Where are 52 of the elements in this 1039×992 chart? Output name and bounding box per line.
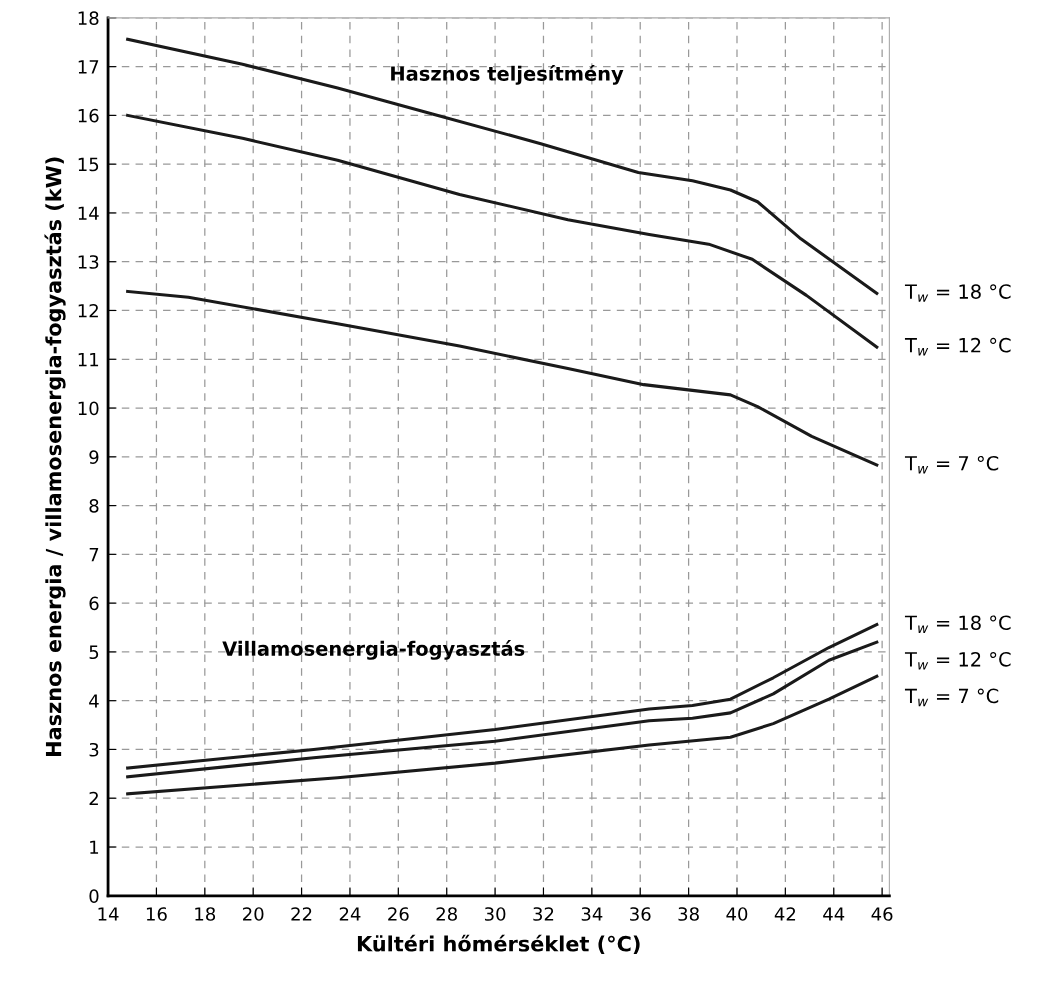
series-label: T$_{w}$ = 7 °C — [904, 455, 999, 474]
x-tick-label: 46 — [871, 907, 893, 921]
y-tick-label: 13 — [78, 255, 99, 269]
x-tick-label: 18 — [195, 907, 216, 921]
x-tick-label: 34 — [581, 907, 603, 921]
line-series — [126, 289, 879, 467]
x-tick-label: 28 — [436, 907, 457, 921]
x-tick-label: 30 — [484, 907, 506, 921]
x-tick-label: 24 — [339, 907, 361, 921]
y-axis-title: Hasznos energia / villamosenergia-fogyasztás (kW) — [44, 157, 66, 756]
y-tick-label: 10 — [78, 401, 99, 416]
line-series — [126, 113, 879, 349]
y-tick-label: 0 — [89, 889, 99, 903]
y-tick-label: 9 — [89, 450, 99, 464]
x-tick-label: 16 — [146, 907, 167, 921]
line-series — [126, 640, 879, 779]
y-tick-label: 16 — [78, 108, 99, 123]
series-label: T$_{w}$ = 18 °C — [904, 615, 1011, 633]
line-series — [126, 674, 879, 796]
x-tick-label: 44 — [823, 907, 845, 921]
y-tick-label: 2 — [89, 791, 98, 806]
x-axis-title: Kültéri hőmérséklet (°C) — [357, 934, 640, 955]
line-series — [126, 623, 879, 770]
y-tick-label: 14 — [78, 206, 99, 220]
y-tick-label: 7 — [89, 548, 99, 562]
series-label: T$_{w}$ = 12 °C — [904, 337, 1011, 356]
y-tick-label: 8 — [89, 499, 99, 513]
y-tick-label: 5 — [89, 645, 99, 660]
x-tick-label: 38 — [678, 907, 699, 921]
x-tick-label: 40 — [726, 907, 748, 921]
y-tick-label: 6 — [89, 596, 99, 611]
y-tick-label: 3 — [89, 742, 99, 757]
x-tick-label: 26 — [388, 907, 409, 921]
line-series — [126, 37, 879, 295]
x-tick-label: 36 — [630, 907, 651, 921]
y-tick-label: 4 — [89, 694, 99, 708]
y-tick-label: 18 — [78, 11, 99, 25]
x-tick-label: 14 — [98, 907, 119, 921]
x-tick-label: 20 — [243, 907, 264, 921]
series-label: T$_{w}$ = 12 °C — [904, 651, 1011, 670]
series-label: T$_{w}$ = 7 °C — [904, 688, 999, 707]
x-tick-label: 32 — [533, 907, 554, 921]
y-tick-label: 1 — [90, 840, 99, 854]
x-tick-label: 22 — [291, 907, 312, 921]
y-tick-label: 17 — [78, 60, 99, 74]
series-label: T$_{w}$ = 18 °C — [904, 284, 1011, 302]
y-tick-label: 12 — [78, 303, 98, 318]
annotation: Villamosenergia-fogyasztás — [222, 640, 525, 660]
x-tick-label: 42 — [774, 907, 796, 921]
annotation: Hasznos teljesítmény — [391, 65, 624, 85]
y-tick-label: 15 — [78, 157, 99, 172]
y-tick-label: 11 — [78, 352, 99, 367]
